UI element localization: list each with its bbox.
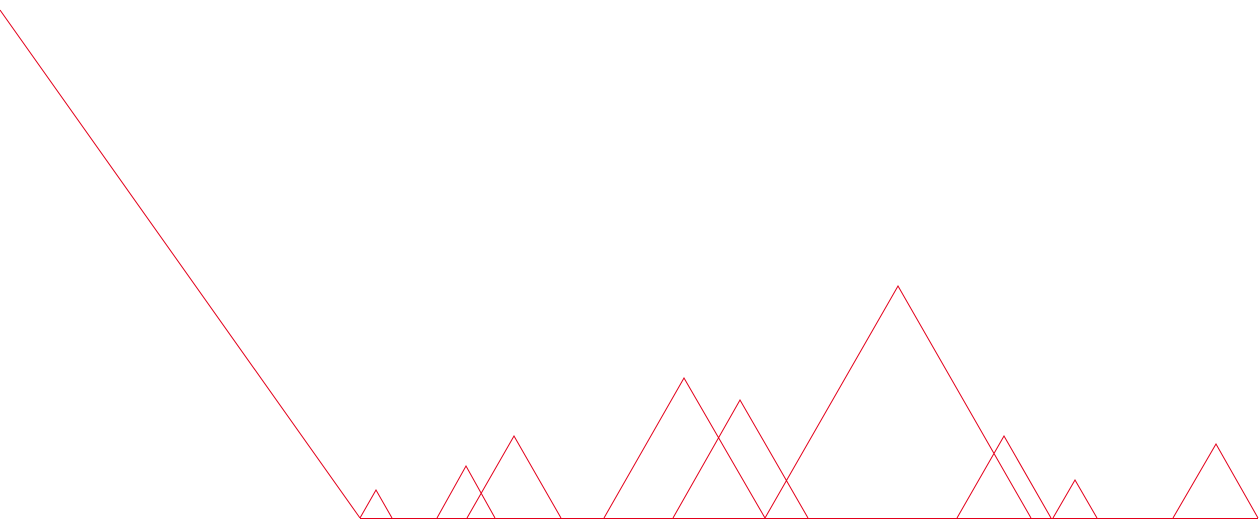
triangle [956,434,1052,519]
triangle [1172,442,1259,519]
triangle [466,434,562,519]
triangle [603,376,766,519]
diagonal-line [0,9,361,519]
triangle [1052,479,1098,519]
triangle [764,284,1032,519]
triangle [359,488,393,519]
triangle [672,398,809,519]
triangle [436,464,496,519]
